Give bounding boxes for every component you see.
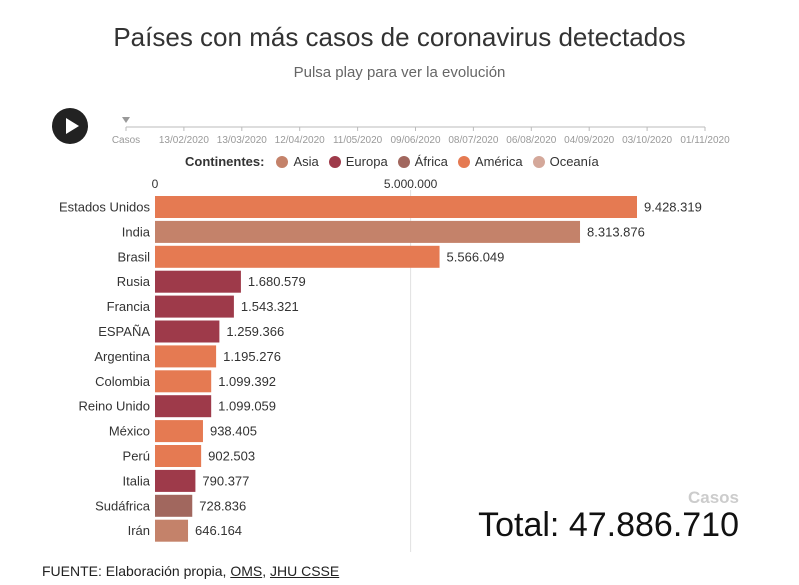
- source-link-jhu[interactable]: JHU CSSE: [269, 563, 340, 579]
- legend-item-asia: Asia: [276, 154, 319, 169]
- legend-title: Continentes:: [185, 154, 265, 169]
- legend-swatch: [328, 155, 341, 168]
- timeline-label[interactable]: 03/10/2020: [622, 135, 672, 146]
- timeline-handle[interactable]: [122, 117, 130, 123]
- timeline-slider[interactable]: Casos 13/02/2020 13/03/2020 12/04/2020 11/05…: [100, 112, 740, 152]
- bar: [155, 245, 440, 268]
- category-label: Colombia: [95, 374, 151, 389]
- total-value: Total: 47.886.710: [478, 506, 739, 544]
- data-label: 1.195.276: [223, 349, 281, 364]
- legend-swatch: [532, 155, 545, 168]
- bar: [155, 220, 581, 243]
- legend-label: Europa: [345, 154, 388, 169]
- data-label: 1.259.366: [226, 324, 284, 339]
- source-separator: ,: [262, 563, 270, 579]
- legend-item-áfrica: África: [397, 154, 448, 169]
- category-label: India: [122, 224, 151, 239]
- data-label: 8.313.876: [587, 224, 645, 239]
- data-label: 938.405: [210, 424, 257, 439]
- source-note: FUENTE: Elaboración propia, OMS, JHU CSS…: [42, 563, 339, 579]
- play-button[interactable]: [52, 108, 88, 144]
- category-label: Perú: [123, 449, 150, 464]
- data-label: 728.836: [199, 498, 246, 513]
- data-label: 5.566.049: [447, 249, 505, 264]
- timeline-label[interactable]: 09/06/2020: [390, 135, 440, 146]
- legend-label: Asia: [293, 154, 319, 169]
- timeline-label[interactable]: Casos: [112, 135, 140, 146]
- data-label: 1.543.321: [241, 299, 299, 314]
- bar: [155, 270, 241, 293]
- bar-chart: 0 5.000.000 Estados Unidos 9.428.319 India 8.…: [59, 177, 702, 552]
- timeline-label[interactable]: 13/03/2020: [217, 135, 267, 146]
- bar: [155, 345, 217, 368]
- source-prefix: FUENTE: Elaboración propia,: [42, 563, 231, 579]
- timeline-label[interactable]: 08/07/2020: [448, 135, 498, 146]
- category-label: Estados Unidos: [59, 200, 151, 215]
- category-label: ESPAÑA: [98, 324, 150, 339]
- data-label: 1.099.059: [218, 399, 276, 414]
- legend-swatch: [457, 155, 470, 168]
- bar: [155, 469, 196, 492]
- data-label: 790.377: [202, 473, 249, 488]
- timeline-label[interactable]: 11/05/2020: [333, 135, 383, 146]
- legend-item-europa: Europa: [328, 154, 388, 169]
- legend-item-oceanía: Oceanía: [532, 154, 599, 169]
- continent-legend: Continentes: Asia Europa África América Ocea…: [185, 154, 609, 169]
- timeline-label[interactable]: 01/11/2020: [680, 135, 730, 146]
- x-tick-label: 0: [152, 177, 159, 191]
- bar: [155, 445, 202, 467]
- legend-label: Oceanía: [549, 154, 599, 169]
- source-link-oms[interactable]: OMS: [230, 563, 263, 579]
- data-label: 646.164: [195, 523, 242, 538]
- category-label: Rusia: [117, 274, 151, 289]
- bar: [155, 420, 203, 443]
- total-label: Casos: [687, 488, 739, 507]
- chart-title: Países con más casos de coronavirus dete…: [113, 22, 686, 52]
- bar: [155, 395, 212, 418]
- legend-swatch: [276, 155, 289, 168]
- legend-label: África: [414, 154, 448, 169]
- category-label: Sudáfrica: [95, 498, 151, 513]
- timeline-label[interactable]: 12/04/2020: [275, 135, 325, 146]
- x-tick-label: 5.000.000: [384, 177, 438, 191]
- play-icon: [66, 118, 79, 134]
- bar: [155, 320, 220, 343]
- category-label: Italia: [123, 473, 151, 488]
- data-label: 1.680.579: [248, 274, 306, 289]
- timeline-label[interactable]: 13/02/2020: [159, 135, 209, 146]
- category-label: Francia: [107, 299, 151, 314]
- data-label: 1.099.392: [218, 374, 276, 389]
- category-label: México: [109, 424, 150, 439]
- chart-subtitle: Pulsa play para ver la evolución: [293, 64, 506, 81]
- bar: [155, 370, 212, 393]
- bar: [155, 295, 234, 318]
- legend-label: América: [474, 154, 523, 169]
- bar: [155, 196, 637, 218]
- category-label: Irán: [128, 523, 150, 538]
- data-label: 902.503: [208, 449, 255, 464]
- legend-swatch: [397, 155, 410, 168]
- timeline-label[interactable]: 04/09/2020: [564, 135, 614, 146]
- bar: [155, 494, 193, 517]
- data-label: 9.428.319: [644, 200, 702, 215]
- legend-item-américa: América: [457, 154, 523, 169]
- bar: [155, 519, 189, 542]
- category-label: Argentina: [94, 349, 150, 364]
- timeline-label[interactable]: 06/08/2020: [506, 135, 556, 146]
- category-label: Brasil: [117, 249, 150, 264]
- category-label: Reino Unido: [78, 399, 150, 414]
